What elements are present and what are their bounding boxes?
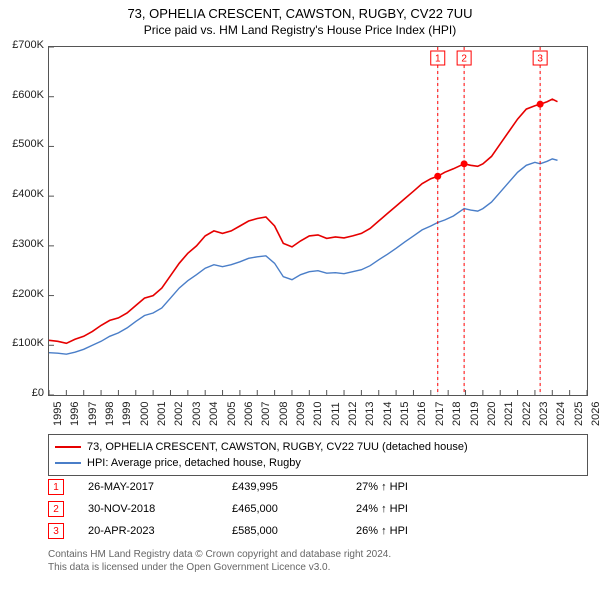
y-tick-label: £300K [0,238,44,250]
table-row: 2 30-NOV-2018 £465,000 24% ↑ HPI [48,498,588,520]
table-row: 1 26-MAY-2017 £439,995 27% ↑ HPI [48,476,588,498]
footer-text: Contains HM Land Registry data © Crown c… [48,548,588,574]
legend-swatch-property [55,446,81,448]
legend-item-hpi: HPI: Average price, detached house, Rugb… [55,455,581,471]
footer-line-2: This data is licensed under the Open Gov… [48,561,588,574]
legend-label-hpi: HPI: Average price, detached house, Rugb… [87,457,301,469]
sale-date: 30-NOV-2018 [88,503,208,515]
svg-text:2: 2 [461,54,467,65]
svg-text:1: 1 [435,54,441,65]
y-tick-label: £200K [0,288,44,300]
sale-date: 20-APR-2023 [88,525,208,537]
legend-swatch-hpi [55,462,81,464]
footer-line-1: Contains HM Land Registry data © Crown c… [48,548,588,561]
sales-table: 1 26-MAY-2017 £439,995 27% ↑ HPI 2 30-NO… [48,476,588,542]
sale-price: £439,995 [232,481,332,493]
legend-item-property: 73, OPHELIA CRESCENT, CAWSTON, RUGBY, CV… [55,439,581,455]
y-tick-label: £600K [0,89,44,101]
sale-date: 26-MAY-2017 [88,481,208,493]
title-line-2: Price paid vs. HM Land Registry's House … [0,21,600,37]
sale-marker-3: 3 [48,523,64,539]
figure-root: 73, OPHELIA CRESCENT, CAWSTON, RUGBY, CV… [0,0,600,590]
y-tick-label: £700K [0,39,44,51]
y-tick-label: £100K [0,337,44,349]
sale-marker-1: 1 [48,479,64,495]
legend-label-property: 73, OPHELIA CRESCENT, CAWSTON, RUGBY, CV… [87,441,468,453]
sale-pct: 26% ↑ HPI [356,525,466,537]
title-line-1: 73, OPHELIA CRESCENT, CAWSTON, RUGBY, CV… [0,0,600,21]
legend-box: 73, OPHELIA CRESCENT, CAWSTON, RUGBY, CV… [48,434,588,476]
sale-marker-2: 2 [48,501,64,517]
y-tick-label: £400K [0,188,44,200]
sale-pct: 27% ↑ HPI [356,481,466,493]
sale-price: £585,000 [232,525,332,537]
chart-svg: 1 2 3 [49,47,587,395]
sale-pct: 24% ↑ HPI [356,503,466,515]
y-tick-label: £500K [0,138,44,150]
x-tick-label: 2026 [590,402,600,426]
y-tick-label: £0 [0,387,44,399]
table-row: 3 20-APR-2023 £585,000 26% ↑ HPI [48,520,588,542]
svg-text:3: 3 [537,54,543,65]
sale-price: £465,000 [232,503,332,515]
chart-area: 1 2 3 [48,46,588,396]
